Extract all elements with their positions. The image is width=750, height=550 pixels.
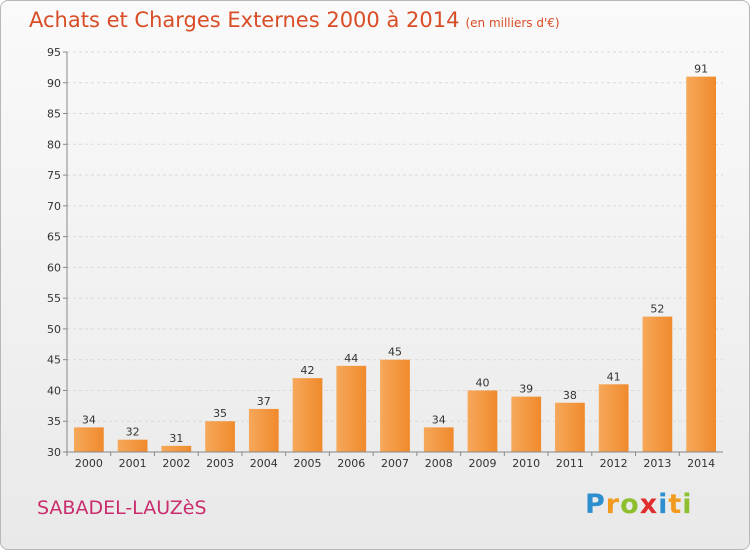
bar [117, 439, 148, 452]
y-tick-label: 70 [47, 200, 61, 213]
x-tick-label: 2007 [381, 457, 409, 470]
axes: 30 35 40 45 50 55 60 65 70 75 80 85 90 95 2000 2001 2002… [47, 46, 723, 470]
data-label: 44 [344, 352, 358, 365]
x-tick-label: 2012 [600, 457, 628, 470]
y-tick-label: 85 [47, 108, 61, 121]
logo-letter: o [620, 489, 640, 520]
x-tick-label: 2013 [643, 457, 671, 470]
data-label: 38 [563, 389, 577, 402]
logo-letter: i [682, 489, 693, 520]
y-tick-label: 90 [47, 77, 61, 90]
commune-name: SABADEL-LAUZèS [37, 497, 207, 519]
y-tick-label: 30 [47, 446, 61, 459]
logo-letter: i [658, 489, 669, 520]
x-tick-label: 2011 [556, 457, 584, 470]
x-tick-label: 2010 [512, 457, 540, 470]
x-tick-label: 2008 [425, 457, 453, 470]
chart-title: Achats et Charges Externes 2000 à 2014 [29, 8, 460, 32]
logo-letter: r [605, 489, 621, 520]
x-tick-label: 2009 [468, 457, 496, 470]
data-label: 31 [169, 432, 183, 445]
data-label: 34 [82, 413, 96, 426]
data-labels: 34 32 31 35 37 42 44 45 34 40 39 38 41 52 91 [82, 63, 708, 445]
bar [292, 378, 323, 452]
x-tick-label: 2002 [162, 457, 190, 470]
chart-unit: (en milliers d'€) [465, 16, 560, 30]
data-label: 91 [694, 63, 708, 76]
x-tick-label: 2000 [75, 457, 103, 470]
y-tick-label: 80 [47, 138, 61, 151]
y-tick-label: 50 [47, 323, 61, 336]
x-tick-label: 2003 [206, 457, 234, 470]
x-tick-label: 2006 [337, 457, 365, 470]
bar [205, 421, 235, 452]
y-tick-label: 95 [47, 46, 61, 59]
y-tick-label: 45 [47, 354, 61, 367]
bar [642, 316, 673, 452]
logo-letter: x [639, 489, 659, 520]
bar [555, 402, 585, 452]
chart-title-row: Achats et Charges Externes 2000 à 2014 (e… [29, 8, 560, 32]
bar [248, 408, 279, 452]
x-tick-label: 2005 [294, 457, 322, 470]
bars [73, 76, 717, 452]
data-label: 45 [388, 346, 402, 359]
data-label: 41 [607, 370, 621, 383]
data-label: 52 [650, 303, 664, 316]
x-tick-label: 2004 [250, 457, 278, 470]
bar [336, 365, 367, 452]
bar [467, 390, 498, 452]
data-label: 34 [432, 413, 446, 426]
logo-letter: P [585, 489, 606, 520]
y-tick-label: 35 [47, 415, 61, 428]
data-label: 42 [301, 364, 315, 377]
data-label: 37 [257, 395, 271, 408]
logo-letter: t [668, 489, 683, 520]
bar [511, 396, 542, 452]
data-label: 39 [519, 383, 533, 396]
y-tick-label: 55 [47, 292, 61, 305]
y-tick-label: 65 [47, 231, 61, 244]
bar [423, 427, 454, 452]
data-label: 35 [213, 407, 227, 420]
bar [686, 76, 717, 452]
data-label: 32 [126, 426, 140, 439]
bar [598, 384, 629, 452]
x-tick-label: 2001 [119, 457, 147, 470]
bar [161, 445, 192, 452]
bar [73, 427, 104, 452]
x-tick-label: 2014 [687, 457, 715, 470]
y-tick-label: 40 [47, 384, 61, 397]
data-label: 40 [475, 376, 489, 389]
bar [380, 359, 410, 452]
y-tick-label: 60 [47, 261, 61, 274]
y-tick-label: 75 [47, 169, 61, 182]
proxiti-logo: Proxiti [585, 489, 693, 520]
